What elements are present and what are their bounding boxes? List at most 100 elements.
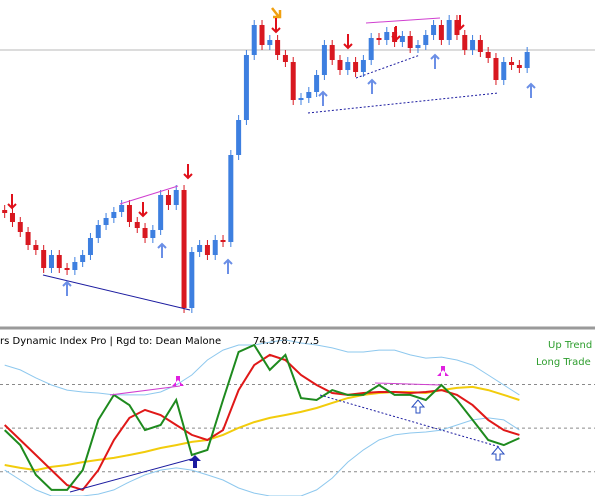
sell-arrow [391,26,401,42]
sell-arrow [271,7,282,19]
candle-body [212,240,218,255]
candle-body [103,218,109,225]
candle-body [282,55,288,62]
candle-body [251,25,257,55]
trend-line [319,394,501,448]
candle-body [501,62,507,80]
candle-body [423,35,429,45]
candle-body [493,58,499,80]
candle-body [399,36,405,42]
candle-body [462,35,468,50]
candle-body [446,20,452,40]
candle-body [306,92,312,98]
candle-body [314,75,320,92]
candle-body [407,36,413,48]
candle-body [173,190,179,205]
candle-body [376,38,382,40]
candle-body [33,245,39,250]
candle-body [454,20,460,35]
candle-body [431,25,437,35]
candle-body [360,60,366,72]
readout: 77.5 [297,336,319,347]
trend-line [109,385,181,396]
trend-line [119,185,179,205]
candle-body [353,62,359,72]
buy-arrow [157,242,167,258]
trend-lines [42,17,501,493]
candle-body [259,25,265,45]
candle-body [204,245,210,255]
candle-body [392,32,398,42]
sell-arrow [172,376,184,386]
sell-arrow [138,202,148,218]
buy-arrow [189,455,201,468]
buy-arrow [430,53,440,69]
annotation: Long Trade [536,357,591,368]
candle-body [142,228,148,238]
candle-body [236,120,242,155]
candle-body [158,195,164,230]
candle-body [134,222,140,228]
candle-body [95,225,101,238]
candle-body [72,262,78,270]
sell-arrow [455,15,465,31]
indicator-title: rs Dynamic Index Pro | Rgd to: Dean Malo… [0,336,221,347]
candle-body [220,240,226,242]
candle-body [126,205,132,222]
candle-body [509,62,515,65]
candle-body [298,98,304,100]
candle-body [524,52,530,68]
candle-body [150,230,156,238]
candle-body [56,255,62,268]
buy-arrow [410,399,426,414]
candle-body [329,45,335,60]
candle-body [197,245,203,252]
candle-body [345,62,351,70]
indicator-line [4,417,520,496]
candle-body [415,45,421,48]
candle-body [64,268,70,270]
buy-arrow [367,78,377,94]
candle-body [477,40,483,52]
buy-arrow [62,280,72,296]
candle-body [189,252,195,308]
candle-body [337,60,343,70]
candle-body [25,232,31,245]
annotation: Up Trend [548,340,592,351]
candle-body [80,255,86,262]
trend-line [365,17,441,24]
candle-body [290,62,296,100]
buy-arrow [318,90,328,106]
indicator-line [4,353,520,492]
readout: 78.7 [275,336,297,347]
trend-line [69,457,196,493]
candle-body [267,40,273,45]
indicator-line [4,339,520,396]
signal-arrows [7,7,536,468]
buy-arrow [490,446,506,461]
candle-body [111,212,117,218]
candle-body [48,255,54,268]
indicator-line [4,343,520,491]
sell-arrow [7,194,17,210]
candle-body [87,238,93,255]
indicator-pane [0,339,595,496]
candle-body [384,32,390,40]
candle-body [9,213,15,222]
candle-body [275,40,281,55]
candle-body [438,25,444,40]
candle-body [516,65,522,68]
candle-body [470,40,476,50]
candle-body [228,155,234,242]
candle-body [41,250,47,268]
trend-line [307,92,499,114]
candle-body [321,45,327,75]
sell-arrow [183,164,193,180]
trend-line [374,382,441,386]
candle-body [165,195,171,205]
candle-body [485,52,491,58]
price-pane [0,15,595,313]
candle-body [2,210,8,213]
readout: 74.3 [253,336,275,347]
